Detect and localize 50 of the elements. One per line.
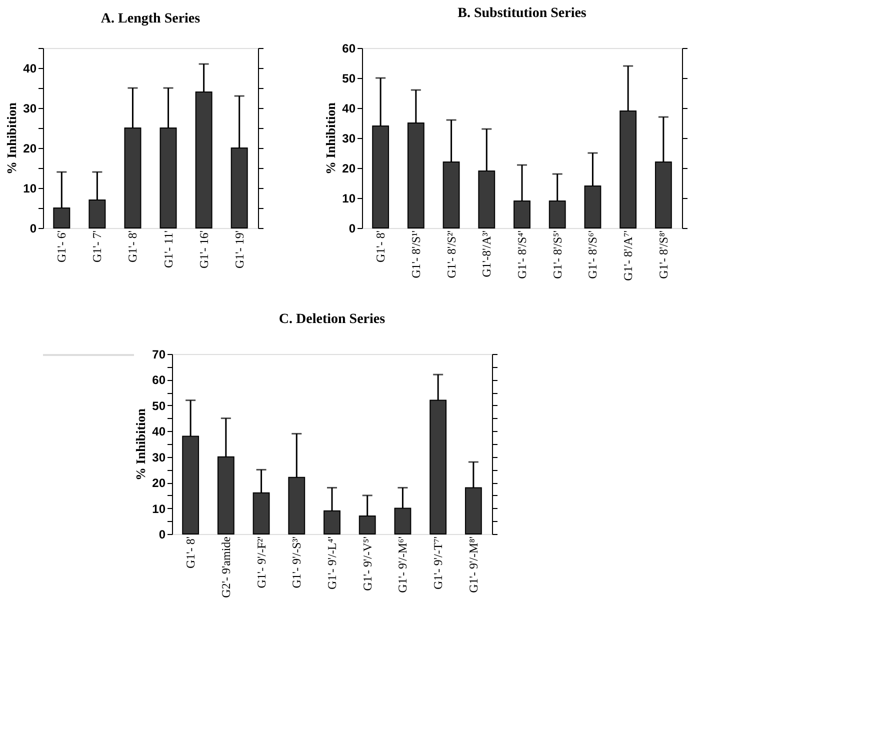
x-tick-label: G1'- 9'/-M⁶' bbox=[396, 536, 410, 593]
chart-title: A. Length Series bbox=[100, 12, 201, 26]
y-tick-label: 20 bbox=[342, 162, 356, 176]
y-axis-title: % Inhibition bbox=[323, 102, 338, 174]
x-tick-label: G1'-8'/A³' bbox=[480, 230, 494, 278]
x-tick-label: G1'- 8' bbox=[374, 230, 388, 262]
y-tick-label: 50 bbox=[342, 72, 356, 86]
x-tick-label: G1'- 6' bbox=[54, 230, 69, 262]
y-tick-label: 70 bbox=[152, 348, 166, 362]
x-tick-label: G1'- 19' bbox=[232, 230, 246, 268]
y-tick-label: 30 bbox=[152, 450, 166, 464]
y-tick-label: 10 bbox=[23, 182, 37, 196]
x-tick-label: G1'- 9'/-M⁸' bbox=[466, 536, 480, 593]
y-tick-label: 20 bbox=[23, 142, 37, 156]
x-tick-label: G1'- 11' bbox=[161, 230, 176, 268]
x-tick-label: G1'- 9'/-F²' bbox=[254, 536, 268, 588]
y-tick-label: 30 bbox=[342, 132, 356, 146]
y-tick-label: 20 bbox=[152, 476, 166, 490]
x-tick-label: G1'- 8' bbox=[126, 230, 140, 262]
y-tick-label: 10 bbox=[342, 192, 356, 206]
x-tick-label: G1'- 8'/S²' bbox=[444, 230, 458, 278]
x-tick-label: G1'- 8'/S⁶' bbox=[586, 230, 600, 279]
y-axis-title: % Inhibition bbox=[4, 102, 20, 174]
chart-title: C. Deletion Series bbox=[278, 312, 386, 327]
y-tick-label: 60 bbox=[152, 373, 166, 388]
y-tick-label: 0 bbox=[30, 222, 37, 236]
y-tick-label: 40 bbox=[152, 424, 166, 439]
y-tick-label: 0 bbox=[348, 222, 356, 236]
x-tick-label: G1'- 8'/S⁸' bbox=[656, 230, 670, 279]
y-tick-label: 40 bbox=[23, 62, 37, 76]
y-tick-label: 50 bbox=[152, 398, 166, 413]
x-tick-label: G1'- 8'/S¹' bbox=[408, 230, 423, 278]
chart-title: B. Substitution Series bbox=[458, 6, 587, 21]
y-tick-label: 10 bbox=[152, 502, 166, 516]
x-tick-label: G1'- 9'/-S³' bbox=[290, 536, 304, 588]
x-tick-label: G1'- 9'/-V⁵' bbox=[360, 536, 374, 591]
x-tick-label: G1'- 8' bbox=[184, 536, 198, 568]
x-tick-label: G1'- 16' bbox=[196, 230, 211, 268]
x-tick-label: G1'- 9'/-T⁷' bbox=[431, 536, 446, 590]
x-tick-label: G1'- 8'/S⁴' bbox=[515, 230, 529, 279]
y-tick-label: 40 bbox=[342, 102, 356, 116]
x-tick-label: G1'- 8'/A⁷' bbox=[621, 230, 636, 281]
x-tick-label: G2'- 9'amide bbox=[218, 536, 233, 598]
y-tick-label: 60 bbox=[342, 42, 356, 56]
y-tick-label: 0 bbox=[158, 528, 166, 542]
x-tick-label: G1'- 8'/S⁵' bbox=[550, 230, 564, 279]
x-tick-label: G1'- 9'/-L⁴' bbox=[325, 536, 339, 590]
y-axis-title: % Inhibition bbox=[133, 408, 148, 480]
x-tick-label: G1'- 7' bbox=[90, 230, 104, 262]
y-tick-label: 30 bbox=[23, 102, 37, 116]
